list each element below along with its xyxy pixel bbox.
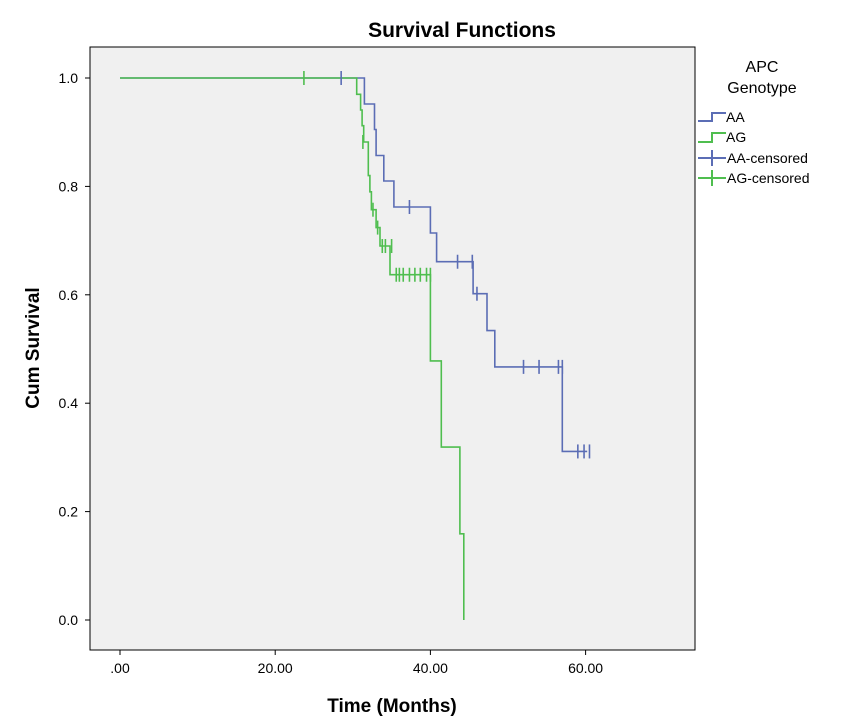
legend-label-ag-censored: AG-censored <box>727 170 809 186</box>
series-layer <box>120 77 588 620</box>
legend-swatch-aa <box>698 112 726 122</box>
x-axis-title: Time (Months) <box>327 696 456 717</box>
legend: APC Genotype AA AG AA-censored AG-censor… <box>698 59 809 186</box>
legend-swatch-ag-censored <box>698 170 726 186</box>
legend-swatch-aa-censored <box>698 150 726 166</box>
x-tick-label: .00 <box>110 660 130 676</box>
chart-title: Survival Functions <box>368 19 556 42</box>
legend-label-ag: AG <box>726 129 746 145</box>
y-tick-label: 0.6 <box>59 287 79 303</box>
legend-label-aa-censored: AA-censored <box>727 150 808 166</box>
legend-title-line-1: APC <box>746 59 779 76</box>
y-tick-label: 0.4 <box>59 395 79 411</box>
x-tick-label: 60.00 <box>568 660 603 676</box>
legend-label-aa: AA <box>726 109 745 125</box>
x-axis: .00 20.00 40.00 60.00 <box>110 650 603 676</box>
y-tick-label: 1.0 <box>59 70 79 86</box>
plot-area <box>89 46 696 651</box>
y-tick-label: 0.8 <box>59 178 79 194</box>
legend-swatch-ag <box>698 132 726 143</box>
legend-title-line-2: Genotype <box>727 80 796 97</box>
series-line-aa <box>120 77 588 453</box>
x-tick-label: 40.00 <box>413 660 448 676</box>
y-axis-title: Cum Survival <box>23 287 44 408</box>
y-axis: 0.0 0.2 0.4 0.6 0.8 1.0 <box>59 70 90 628</box>
x-tick-label: 20.00 <box>258 660 293 676</box>
censor-layer <box>303 71 591 459</box>
series-line-ag <box>120 77 465 620</box>
y-tick-label: 0.2 <box>59 504 79 520</box>
y-tick-label: 0.0 <box>59 612 79 628</box>
